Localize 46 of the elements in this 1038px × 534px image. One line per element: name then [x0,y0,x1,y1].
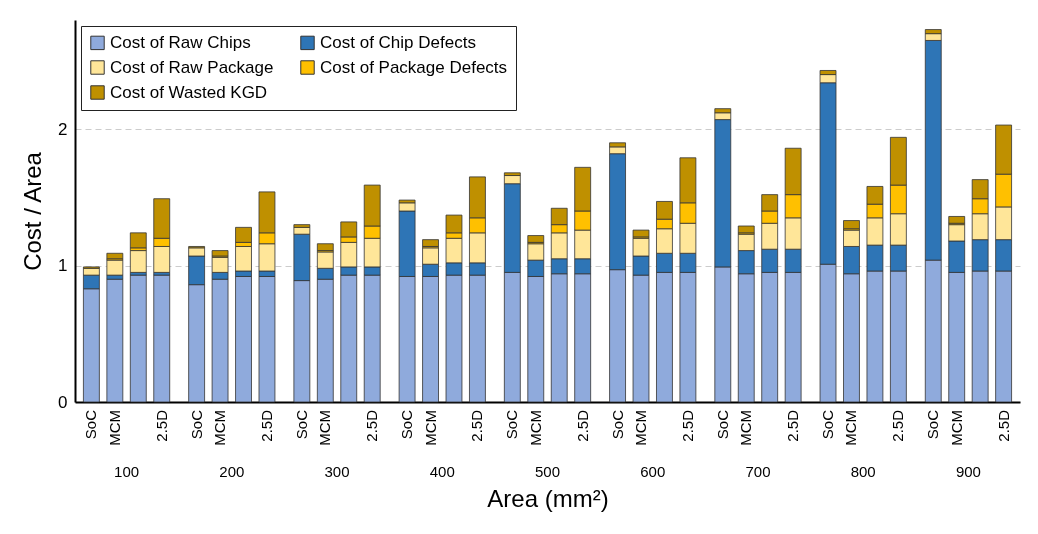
x-tick-label: 2.5D [363,409,381,442]
x-tick-label: MCM [526,410,544,446]
text: 600 [640,462,666,480]
x-tick-label: MCM [737,410,755,446]
y-axis-title: Cost / Area [19,151,47,271]
legend-label: Cost of Chip Defects [320,32,476,52]
text: 900 [955,462,981,480]
x-tick-label: SoC [713,409,731,440]
x-tick-label: SoC [187,409,205,440]
x-tick-label: 2.5D [678,409,696,442]
x-tick-label: 2.5D [573,409,591,442]
text: 300 [324,462,350,480]
text: 200 [219,462,245,480]
x-tick-label: MCM [632,410,650,446]
x-tick-label: SoC [292,409,310,440]
x-tick-label: MCM [421,410,439,446]
x-tick-label: MCM [947,410,965,446]
y-tick-label: 2 [58,119,68,139]
legend-label: Cost of Package Defects [320,57,508,77]
x-tick-label: 2.5D [152,409,170,442]
legend-label: Cost of Wasted KGD [110,82,268,102]
text: 500 [534,462,561,480]
y-tick-label: 0 [58,392,68,412]
x-tick-label: 2.5D [889,409,907,442]
x-tick-label: SoC [819,409,837,440]
legend-label: Cost of Raw Chips [110,32,251,52]
x-tick-label: MCM [316,410,334,446]
text: 800 [850,462,876,480]
x-tick-label: 2.5D [994,409,1012,442]
text: 400 [429,462,455,480]
x-tick-label: 2.5D [468,409,486,442]
x-tick-label: 2.5D [784,409,802,442]
x-tick-label: MCM [211,410,229,446]
x-tick-label: SoC [924,409,942,440]
legend-label: Cost of Raw Package [110,57,274,77]
text: 100 [114,462,140,480]
text: 700 [745,462,771,480]
x-tick-label: SoC [608,409,626,440]
x-tick-label: 2.5D [257,409,275,442]
x-tick-label: SoC [503,409,521,440]
x-tick-label: SoC [82,409,100,440]
x-tick-label: MCM [842,410,860,446]
y-tick-label: 1 [58,256,68,276]
x-tick-label: SoC [398,409,416,440]
x-axis-title: Area (mm²) [487,484,609,512]
x-tick-label: MCM [105,410,123,446]
